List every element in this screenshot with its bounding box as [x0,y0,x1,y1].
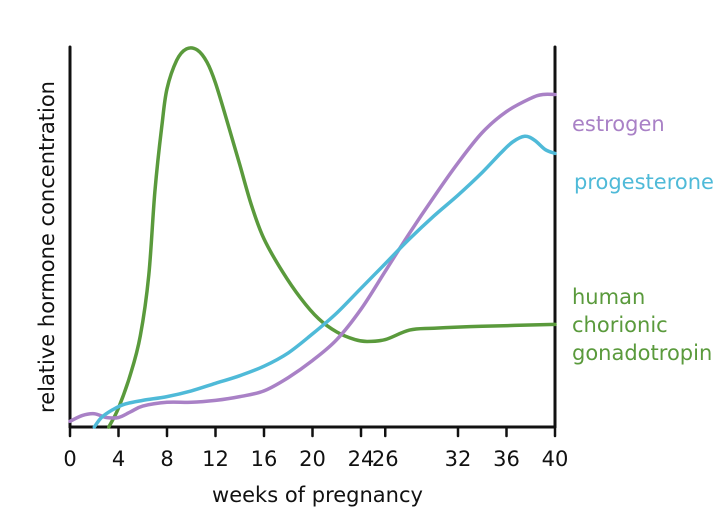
x-tick-label: 40 [542,447,569,471]
x-tick-label: 16 [251,447,278,471]
x-tick-label: 36 [493,447,520,471]
estrogen-line [68,92,557,424]
y-axis-title: relative hormone concentration [35,81,59,413]
x-tick-label: 12 [202,447,229,471]
x-tick-label: 26 [372,447,399,471]
x-tick-label: 20 [299,447,326,471]
x-tick-label: 0 [63,447,76,471]
x-tick-label: 32 [445,447,472,471]
x-axis-title: weeks of pregnancy [212,483,423,507]
x-axis-ticks [68,425,557,438]
progesterone-line [92,134,557,429]
hcg-line [107,46,557,429]
series-labels: human chorionic gonadotropin estrogen proges… [572,112,714,365]
progesterone-label: progesterone [574,170,714,194]
x-tick-label: 24 [348,447,375,471]
hcg-label: human chorionic gonadotropin [572,285,712,365]
series-layer [68,46,557,429]
x-tick-label: 8 [160,447,173,471]
x-tick-label: 4 [112,447,125,471]
estrogen-label: estrogen [572,112,665,136]
